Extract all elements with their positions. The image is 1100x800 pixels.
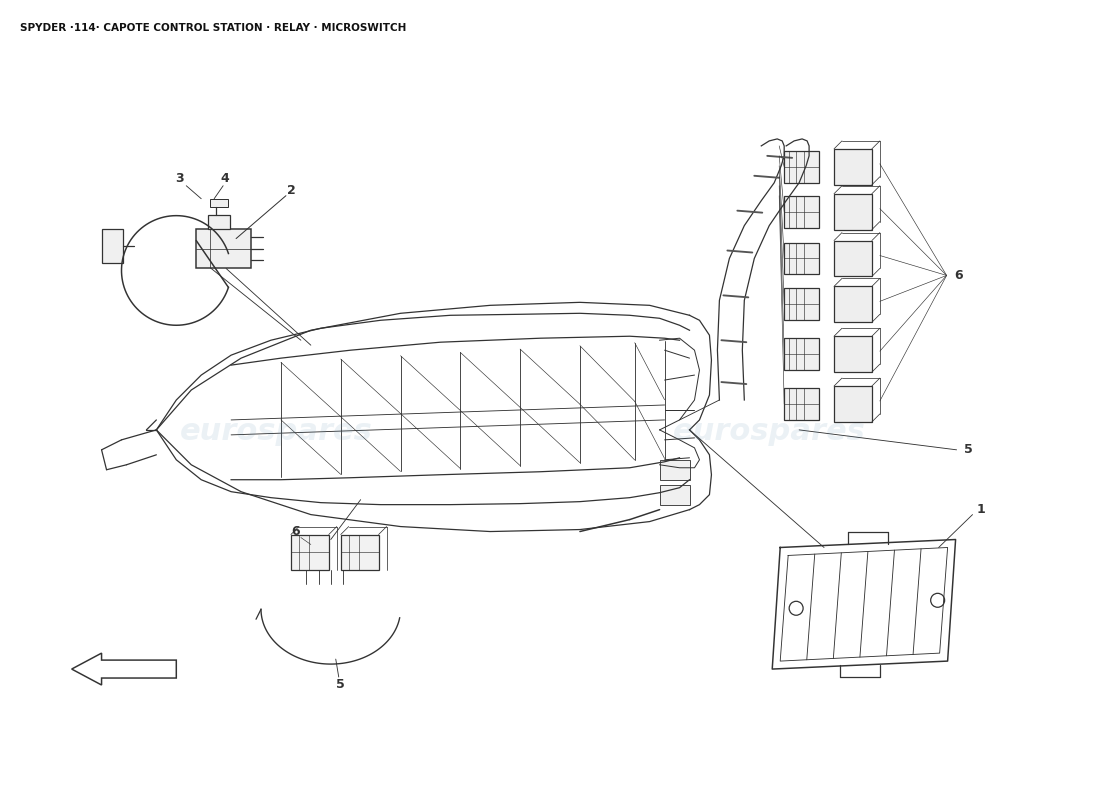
Text: 6: 6 [955,269,962,282]
Bar [834,149,872,185]
Text: eurospares: eurospares [179,418,372,446]
Bar [784,151,820,182]
Bar [196,229,251,269]
Bar [101,229,123,263]
Bar [784,338,820,370]
Bar [834,194,872,230]
Bar [784,288,820,320]
Text: SPYDER ·114· CAPOTE CONTROL STATION · RELAY · MICROSWITCH: SPYDER ·114· CAPOTE CONTROL STATION · RE… [20,23,406,34]
Bar [784,242,820,274]
Circle shape [931,594,945,607]
Text: eurospares: eurospares [673,418,866,446]
FancyArrow shape [72,653,176,685]
Bar [834,336,872,372]
Text: 6: 6 [292,525,300,538]
Bar [341,534,378,570]
Text: 5: 5 [337,678,345,690]
Text: 1: 1 [976,503,984,516]
Text: 2: 2 [286,184,295,198]
Circle shape [789,602,803,615]
Bar [834,241,872,277]
Text: 5: 5 [965,443,972,456]
Bar [834,286,872,322]
Bar [660,485,690,505]
Bar [834,386,872,422]
Bar [784,196,820,228]
Bar [660,460,690,480]
Text: 3: 3 [175,172,184,186]
Bar [784,388,820,420]
Text: 4: 4 [221,172,230,186]
Bar [208,214,230,229]
Bar [210,198,228,206]
Bar [290,534,329,570]
